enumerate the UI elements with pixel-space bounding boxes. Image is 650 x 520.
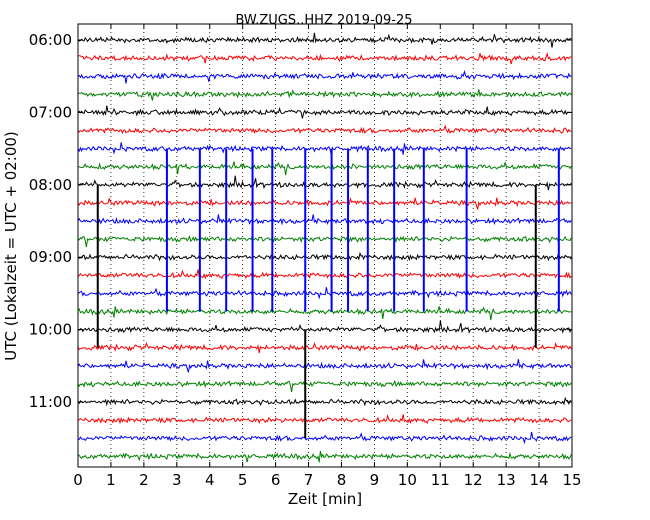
trace-9 [77, 197, 572, 210]
x-tick-label-2: 2 [139, 471, 149, 489]
x-tick-label-3: 3 [172, 471, 182, 489]
y-tick-label-5: 11:00 [29, 393, 72, 411]
trace-12 [77, 251, 572, 262]
chart-title: BW.ZUGS..HHZ 2019-09-25 [235, 13, 412, 28]
trace-19 [77, 379, 572, 392]
y-tick-label-0: 06:00 [29, 31, 72, 49]
trace-16 [77, 320, 572, 334]
x-tick-label-8: 8 [337, 471, 347, 489]
trace-7 [77, 161, 572, 176]
trace-8 [77, 175, 572, 191]
x-tick-label-12: 12 [464, 471, 483, 489]
y-tick-label-1: 07:00 [29, 103, 72, 121]
trace-18 [77, 359, 572, 373]
y-tick-label-2: 08:00 [29, 176, 72, 194]
x-tick-label-9: 9 [370, 471, 380, 489]
trace-22 [77, 431, 572, 445]
x-tick-label-14: 14 [530, 471, 549, 489]
event-spikes [96, 148, 560, 439]
x-tick-label-10: 10 [398, 471, 417, 489]
trace-0 [77, 32, 572, 48]
y-axis-ticks: 06:00 07:00 08:00 09:00 10:00 11:00 [29, 31, 572, 411]
x-tick-label-15: 15 [562, 471, 581, 489]
trace-23 [77, 450, 572, 463]
x-axis-ticks: 0 1 2 3 4 5 6 7 8 9 10 11 12 13 14 15 [73, 24, 582, 489]
x-axis-label: Zeit [min] [288, 490, 362, 508]
x-tick-label-7: 7 [304, 471, 314, 489]
trace-4 [77, 105, 572, 119]
x-tick-label-13: 13 [497, 471, 516, 489]
trace-14 [77, 287, 572, 300]
trace-20 [77, 396, 572, 407]
x-tick-label-4: 4 [205, 471, 215, 489]
y-tick-label-4: 10:00 [29, 321, 72, 339]
seismogram-traces [77, 32, 572, 463]
plot-frame [77, 23, 573, 468]
trace-6 [77, 142, 572, 155]
x-tick-label-0: 0 [73, 471, 83, 489]
x-tick-label-11: 11 [431, 471, 450, 489]
trace-15 [77, 306, 572, 321]
trace-17 [77, 341, 572, 354]
y-tick-label-3: 09:00 [29, 248, 72, 266]
trace-21 [77, 414, 572, 425]
trace-11 [77, 235, 572, 248]
x-tick-label-1: 1 [106, 471, 116, 489]
y-axis-label: UTC (Lokalzeit = UTC + 02:00) [2, 131, 20, 361]
trace-5 [77, 124, 572, 135]
trace-13 [77, 269, 572, 280]
x-tick-label-6: 6 [271, 471, 281, 489]
minute-gridlines [110, 24, 540, 467]
trace-10 [77, 214, 572, 226]
trace-2 [77, 69, 572, 84]
trace-1 [78, 52, 572, 65]
x-tick-label-5: 5 [238, 471, 248, 489]
trace-3 [77, 89, 572, 101]
